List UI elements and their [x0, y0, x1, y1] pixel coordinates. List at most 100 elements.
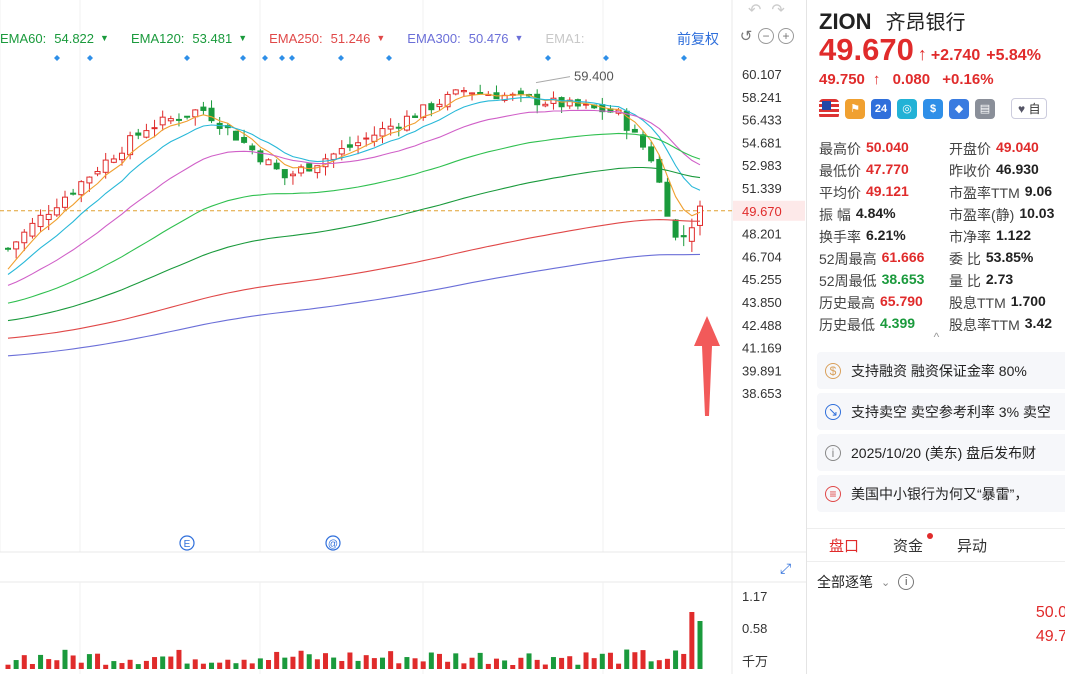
moving-average-line	[7, 166, 701, 322]
dropdown-caret-icon[interactable]: ▼	[514, 33, 524, 43]
stat-label: 历史最低	[819, 317, 875, 333]
event-marker-icon	[54, 55, 60, 61]
price-change: +2.740	[930, 47, 981, 64]
stat-value: 49.040	[996, 139, 1039, 155]
candle-body	[656, 159, 663, 183]
volume-bar	[632, 652, 638, 669]
volume-bar	[363, 655, 369, 669]
24h-icon[interactable]: 24	[871, 98, 891, 119]
options-icon[interactable]: ◎	[897, 98, 917, 119]
volume-bar	[664, 658, 670, 669]
stat-label: 开盘价	[949, 141, 991, 157]
price-axis-label: 43.850	[742, 295, 782, 310]
price-axis-label: 58.241	[742, 90, 782, 105]
runner-icon[interactable]: ⚑	[845, 98, 865, 119]
price-axis-label: 52.983	[742, 158, 782, 173]
dropdown-caret-icon[interactable]: ▼	[238, 33, 248, 43]
candle-body	[534, 93, 541, 106]
candle-body	[61, 196, 68, 208]
kline-canvas[interactable]: 60.107 58.241 56.433 54.681 52.983 51.339 49.6…	[0, 0, 806, 674]
tab-2[interactable]: 异动	[955, 535, 989, 556]
adjust-mode-button[interactable]: 前复权	[677, 31, 719, 47]
dollar-icon[interactable]: $	[923, 98, 943, 119]
detail-tabs: 盘口 资金 异动	[807, 528, 1065, 562]
reset-icon[interactable]: ↺	[739, 27, 753, 45]
zoom-in-icon[interactable]: +	[778, 28, 794, 44]
candle-body	[143, 130, 150, 138]
info-icon[interactable]: i	[898, 574, 915, 590]
volume-bar	[38, 654, 44, 669]
stat-row: 历史最高 65.790 股息TTM 1.700	[819, 292, 1065, 314]
volume-bar	[412, 658, 418, 669]
volume-bar	[436, 653, 442, 669]
price-axis-label: 42.488	[742, 318, 782, 333]
ema-legend-item[interactable]: EMA250: 51.246 ▼	[269, 31, 385, 46]
tab-1[interactable]: 资金	[891, 532, 934, 556]
ema-legend-item[interactable]: EMA1:	[545, 31, 592, 46]
info-item[interactable]: i 2025/10/20 (美东) 盘后发布财	[817, 434, 1065, 471]
candle-body	[13, 241, 20, 250]
stat-value: 2.73	[985, 271, 1014, 287]
expand-icon[interactable]: ⤢	[780, 560, 792, 576]
candle-body	[688, 227, 695, 242]
volume-bar	[54, 660, 60, 669]
stat-cell: 52周最高 61.666	[819, 249, 949, 269]
zoom-out-icon[interactable]: −	[758, 28, 774, 44]
volume-bar	[127, 659, 133, 669]
candle-body	[314, 165, 321, 174]
info-item[interactable]: $ 支持融资 融资保证金率 80%	[817, 352, 1065, 389]
candle-body	[167, 118, 174, 122]
stat-label: 市盈率(静)	[949, 207, 1015, 223]
moving-average-line	[7, 253, 701, 357]
volume-bar	[143, 660, 149, 669]
high-annotation-label: 59.400	[574, 69, 614, 84]
candle-body	[517, 90, 524, 95]
volume-bar	[624, 649, 630, 669]
volume-bar	[607, 652, 613, 669]
order-book-price: 50.0	[1035, 604, 1065, 621]
tab-0[interactable]: 盘口	[827, 535, 861, 556]
candle-body	[631, 128, 638, 133]
stat-row: 52周最高 61.666 委 比 53.85%	[819, 248, 1065, 270]
last-price: 49.670	[819, 32, 914, 67]
dropdown-caret-icon[interactable]: ▼	[376, 33, 386, 43]
price-axis-label: 51.339	[742, 181, 782, 196]
volume-bar	[266, 660, 272, 669]
stat-label: 最低价	[819, 163, 861, 179]
info-item[interactable]: ≡ 美国中小银行为何又“暴雷”，	[817, 475, 1065, 512]
favorite-button[interactable]: ♥ 自	[1011, 98, 1048, 119]
candle-body	[648, 146, 655, 162]
pointer-arrow-icon	[694, 316, 720, 416]
volume-bar	[152, 657, 158, 669]
tag-icon[interactable]: ◆	[949, 98, 969, 119]
candle-body	[265, 159, 272, 166]
kline-chart[interactable]: 60.107 58.241 56.433 54.681 52.983 51.339 49.6…	[0, 0, 806, 674]
ema-value: 54.822	[54, 30, 95, 46]
trade-filter[interactable]: 全部逐笔 ⌄ i	[817, 572, 915, 592]
volume-bar	[209, 662, 215, 669]
candle-body	[444, 93, 451, 108]
event-marker-icon	[262, 55, 268, 61]
event-marker-icon	[386, 55, 392, 61]
history-arrows-icon[interactable]: ↶↷	[748, 2, 795, 19]
stat-label: 平均价	[819, 185, 861, 201]
info-item[interactable]: ↘ 支持卖空 卖空参考利率 3% 卖空	[817, 393, 1065, 430]
volume-bar	[274, 651, 280, 669]
us-flag-icon[interactable]	[819, 98, 839, 119]
ema-legend-item[interactable]: EMA120: 53.481 ▼	[131, 31, 247, 46]
ema-legend-item[interactable]: EMA300: 50.476 ▼	[407, 31, 523, 46]
ema-legend-item[interactable]: EMA60: 54.822 ▼	[0, 31, 109, 46]
info-list: $ 支持融资 融资保证金率 80% ↘ 支持卖空 卖空参考利率 3% 卖空 i 2025/…	[817, 352, 1065, 516]
volume-bar	[78, 662, 84, 669]
candle-body	[273, 162, 280, 170]
candle-body	[281, 169, 288, 179]
volume-bar	[469, 657, 475, 669]
stat-cell: 最高价 50.040	[819, 139, 949, 159]
after-hours-change: 0.080	[892, 71, 931, 88]
volume-bar	[225, 659, 231, 669]
note-icon[interactable]: ▤	[975, 98, 995, 119]
stat-value: 47.770	[866, 161, 909, 177]
dropdown-caret-icon[interactable]: ▼	[100, 33, 109, 43]
volume-bar	[70, 655, 76, 669]
collapse-icon[interactable]: ^	[933, 330, 940, 344]
